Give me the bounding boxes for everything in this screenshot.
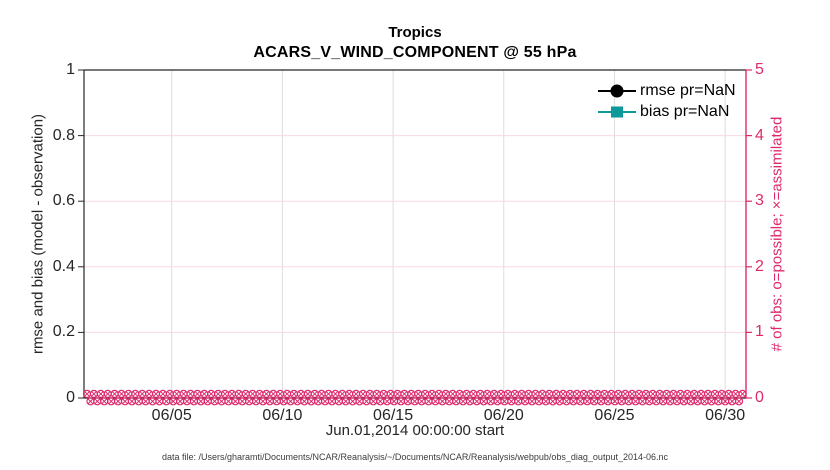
y-right-tick-label: 4 — [755, 126, 764, 144]
chart-title: Tropics — [388, 24, 442, 41]
x-axis-label: Jun.01,2014 00:00:00 start — [325, 422, 505, 439]
y-axis-label-right: # of obs: o=possible; ×=assimilated — [768, 116, 786, 352]
y-left-tick-label: 1 — [66, 61, 75, 78]
x-tick-label: 06/10 — [262, 407, 303, 424]
legend-entry-bias: bias pr=NaN — [596, 101, 736, 122]
y-left-tick-label: 0.2 — [52, 323, 75, 341]
y-right-tick-label: 1 — [755, 323, 764, 341]
data-file-footer: data file: /Users/gharamti/Documents/NCA… — [161, 452, 668, 462]
legend-entry-rmse: rmse pr=NaN — [596, 80, 736, 101]
x-tick-label: 06/15 — [373, 407, 414, 424]
x-tick-label: 06/20 — [483, 407, 524, 424]
x-tick-label: 06/30 — [705, 407, 746, 424]
legend-label-bias: bias pr=NaN — [640, 102, 730, 120]
chart-subtitle: ACARS_V_WIND_COMPONENT @ 55 hPa — [253, 44, 577, 61]
y-left-tick-label: 0.6 — [52, 192, 75, 210]
legend: rmse pr=NaN bias pr=NaN — [596, 80, 736, 122]
y-axis-label-left: rmse and bias (model - observation) — [29, 113, 47, 355]
y-left-tick-label: 0.4 — [52, 257, 75, 275]
y-right-tick-label: 0 — [755, 389, 764, 406]
y-left-tick-label: 0 — [66, 389, 75, 406]
bias-marker-icon — [598, 106, 636, 117]
y-right-tick-label: 5 — [755, 61, 764, 78]
x-tick-label: 06/25 — [594, 407, 635, 424]
legend-label-rmse: rmse pr=NaN — [640, 81, 736, 99]
rmse-marker-icon — [598, 84, 636, 97]
x-tick-label: 06/05 — [151, 407, 192, 424]
y-left-tick-label: 0.8 — [52, 126, 75, 144]
y-right-tick-label: 2 — [755, 257, 764, 275]
y-right-tick-label: 3 — [755, 192, 764, 210]
